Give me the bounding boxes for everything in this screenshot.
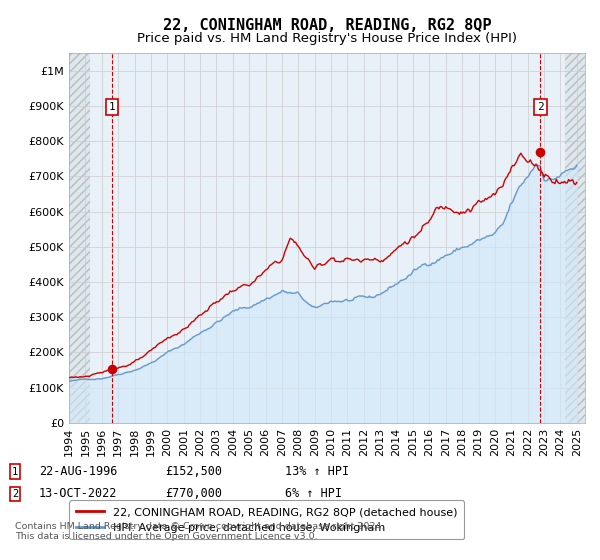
Point (107, 365, 117, 374)
Text: 6% ↑ HPI: 6% ↑ HPI (285, 487, 342, 501)
Text: 22, CONINGHAM ROAD, READING, RG2 8QP: 22, CONINGHAM ROAD, READING, RG2 8QP (163, 18, 491, 34)
Text: Contains HM Land Registry data © Crown copyright and database right 2024.
This d: Contains HM Land Registry data © Crown c… (15, 522, 385, 542)
Text: 2: 2 (537, 102, 544, 112)
Bar (565, 53, 585, 423)
Text: 1: 1 (12, 466, 18, 477)
Text: £770,000: £770,000 (165, 487, 222, 501)
Bar (69, 53, 90, 423)
Text: £152,500: £152,500 (165, 465, 222, 478)
Legend: 22, CONINGHAM ROAD, READING, RG2 8QP (detached house), HPI: Average price, detac: 22, CONINGHAM ROAD, READING, RG2 8QP (de… (70, 501, 464, 539)
Text: 22-AUG-1996: 22-AUG-1996 (39, 465, 118, 478)
Text: 13% ↑ HPI: 13% ↑ HPI (285, 465, 349, 478)
Text: 1: 1 (109, 102, 116, 112)
Point (536, 147, 545, 156)
Text: Price paid vs. HM Land Registry's House Price Index (HPI): Price paid vs. HM Land Registry's House … (137, 32, 517, 45)
Text: 2: 2 (12, 489, 18, 499)
Text: 13-OCT-2022: 13-OCT-2022 (39, 487, 118, 501)
